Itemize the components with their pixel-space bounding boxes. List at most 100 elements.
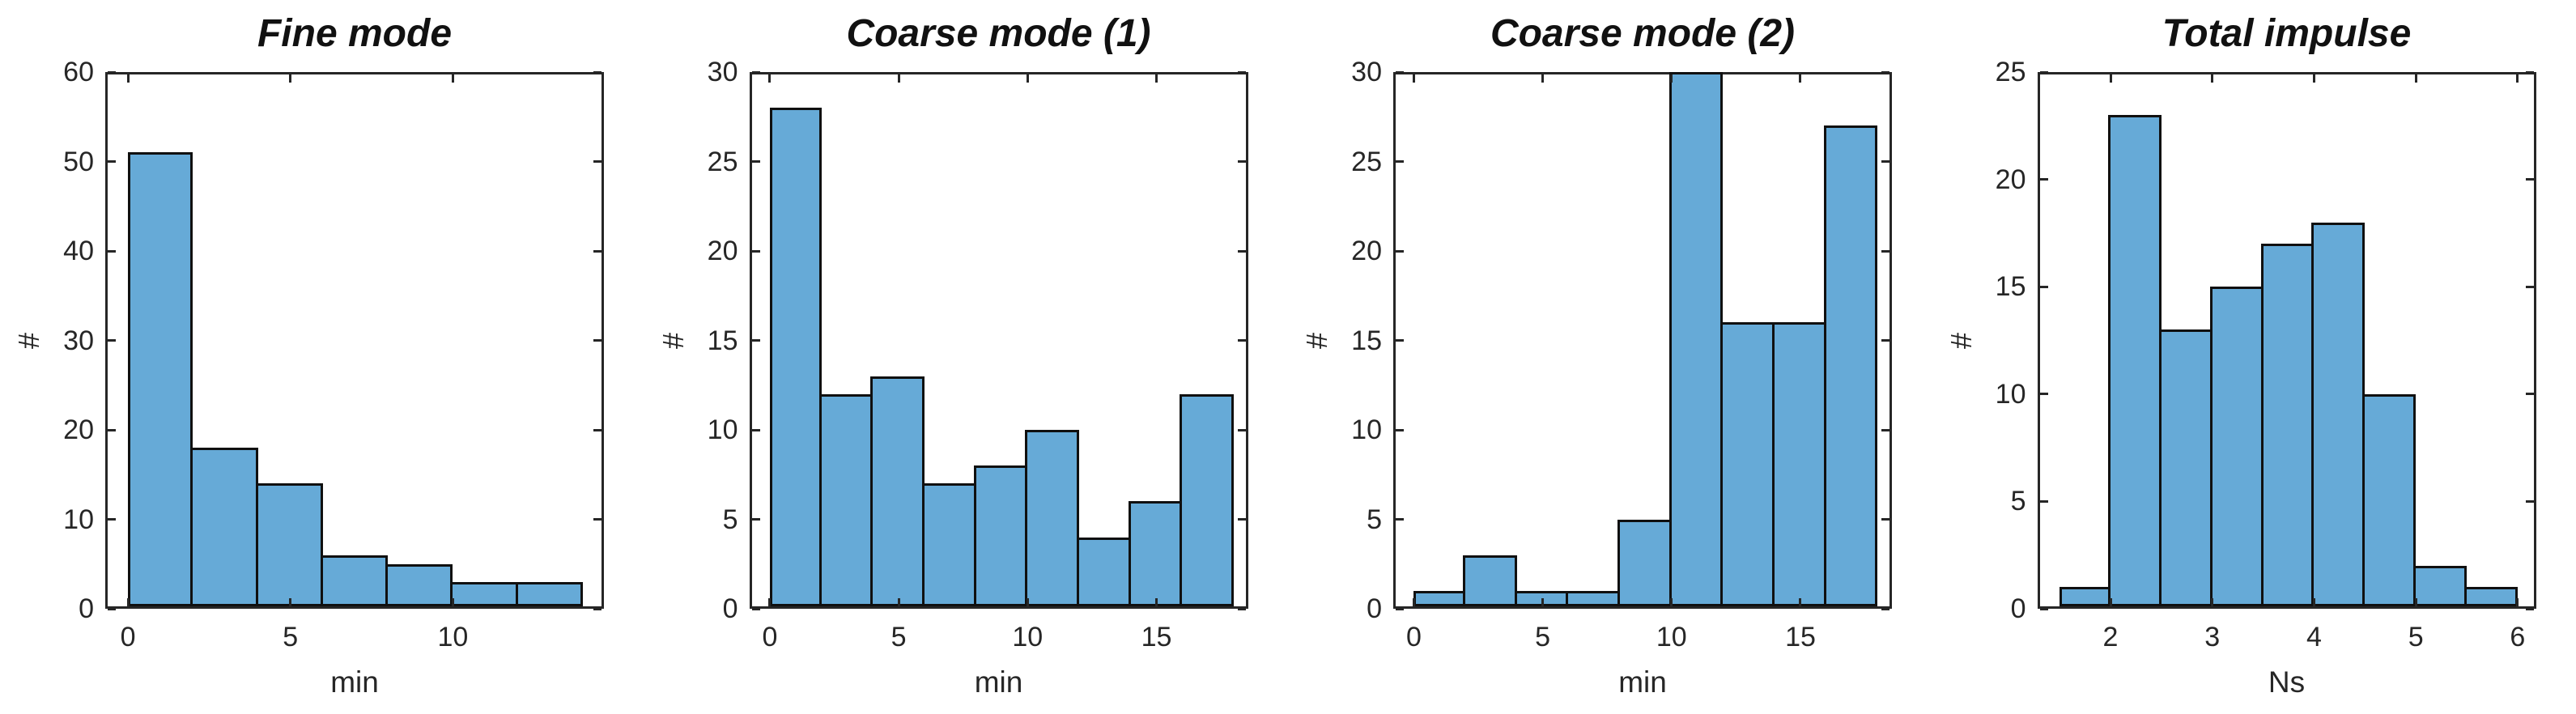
y-tick-label: 30 — [63, 325, 94, 356]
y-axis-tick — [1396, 70, 1404, 74]
histogram-bar — [1720, 322, 1775, 606]
histogram-bar — [1128, 501, 1183, 606]
histogram-bar — [769, 108, 822, 606]
x-tick-label: 5 — [283, 622, 299, 652]
histogram-bar — [2413, 565, 2467, 606]
x-axis-tick — [2211, 74, 2214, 83]
y-axis-tick — [2525, 178, 2534, 181]
x-axis-tick — [897, 598, 900, 606]
histogram-panel: Coarse mode (2) 0 5 10 15 0 5 10 15 20 25 30 min # — [1288, 0, 1932, 714]
y-tick-label: 0 — [2010, 593, 2026, 624]
y-axis-tick — [1237, 249, 1246, 253]
y-axis-tick — [1396, 249, 1404, 253]
x-axis-tick — [2516, 74, 2519, 83]
y-tick-label: 5 — [1367, 504, 1382, 535]
y-axis-tick — [751, 160, 760, 163]
y-tick-label: 0 — [79, 593, 94, 624]
y-axis-tick — [2525, 70, 2534, 74]
y-axis-tick — [108, 339, 116, 342]
x-axis-tick — [1670, 598, 1673, 606]
histogram-bar — [1772, 322, 1826, 606]
y-axis-tick — [2039, 178, 2048, 181]
x-tick-label: 10 — [1012, 622, 1044, 652]
histogram-bar — [128, 152, 193, 606]
x-axis-tick — [1799, 74, 1802, 83]
plot-area — [2037, 70, 2536, 610]
y-axis-tick — [593, 518, 601, 521]
y-axis-tick — [1881, 249, 1889, 253]
x-tick-label: 5 — [2408, 622, 2424, 652]
histogram-bar — [1025, 430, 1079, 606]
y-axis-tick — [751, 607, 760, 610]
y-tick-label: 30 — [1351, 57, 1382, 87]
x-axis-tick — [768, 74, 772, 83]
x-axis-tick — [1412, 74, 1415, 83]
x-axis-tick — [1541, 74, 1545, 83]
y-tick-label: 5 — [2010, 486, 2026, 517]
y-tick-label: 25 — [1351, 146, 1382, 177]
x-axis-tick — [1026, 74, 1029, 83]
y-tick-label: 15 — [1351, 325, 1382, 356]
y-axis-label: # — [1300, 332, 1333, 349]
x-axis-tick — [1670, 74, 1673, 83]
y-axis-tick — [108, 607, 116, 610]
histogram-bar — [2158, 329, 2213, 606]
histogram-bar — [1823, 125, 1878, 606]
y-tick-label: 20 — [707, 236, 738, 266]
y-tick-label: 5 — [722, 504, 738, 535]
histogram-bar — [870, 376, 925, 606]
x-axis-tick — [1154, 598, 1158, 606]
y-tick-label: 20 — [1351, 236, 1382, 266]
y-axis-tick — [593, 70, 601, 74]
x-axis-tick — [1541, 598, 1545, 606]
x-axis-label: min — [330, 665, 379, 699]
y-tick-label: 25 — [707, 146, 738, 177]
x-axis-tick — [1154, 74, 1158, 83]
y-axis-tick — [1237, 339, 1246, 342]
y-axis-tick — [751, 339, 760, 342]
x-axis-tick — [2516, 598, 2519, 606]
y-axis-tick — [593, 428, 601, 431]
y-tick-label: 0 — [1367, 593, 1382, 624]
x-axis-tick — [289, 598, 292, 606]
histogram-bar — [2209, 287, 2264, 606]
y-axis-tick — [1881, 339, 1889, 342]
y-axis-tick — [751, 428, 760, 431]
plot-area — [1393, 70, 1892, 610]
histogram-bar — [450, 581, 518, 606]
x-axis-tick — [289, 74, 292, 83]
y-tick-label: 0 — [722, 593, 738, 624]
y-axis-label: # — [12, 332, 45, 349]
y-axis-tick — [751, 518, 760, 521]
x-axis-tick — [2414, 74, 2417, 83]
y-axis-tick — [1237, 70, 1246, 74]
histogram-bar — [1463, 555, 1517, 606]
y-tick-label: 15 — [707, 325, 738, 356]
x-axis-tick — [451, 598, 454, 606]
y-axis-tick — [108, 160, 116, 163]
y-axis-tick — [1237, 607, 1246, 610]
y-axis-tick — [751, 70, 760, 74]
y-axis-tick — [1881, 428, 1889, 431]
histogram-bar — [818, 393, 874, 606]
histogram-bar — [2311, 222, 2366, 606]
y-axis-tick — [593, 607, 601, 610]
x-axis-tick — [126, 598, 130, 606]
y-axis-tick — [2039, 285, 2048, 288]
histogram-bar — [1617, 519, 1672, 606]
x-axis-label: Ns — [2268, 665, 2306, 699]
histogram-bar — [385, 563, 453, 606]
x-axis-tick — [1412, 598, 1415, 606]
histogram-bar — [255, 483, 323, 606]
x-axis-tick — [1026, 598, 1029, 606]
x-axis-tick — [2312, 598, 2315, 606]
x-tick-label: 10 — [437, 622, 469, 652]
y-axis-tick — [2525, 607, 2534, 610]
y-tick-label: 10 — [1351, 414, 1382, 445]
y-axis-tick — [108, 428, 116, 431]
x-tick-label: 0 — [120, 622, 136, 652]
y-axis-tick — [1237, 428, 1246, 431]
x-tick-label: 5 — [1535, 622, 1551, 652]
histogram-panel: Coarse mode (1) 0 5 10 15 0 5 10 15 20 25 30 min # — [644, 0, 1289, 714]
